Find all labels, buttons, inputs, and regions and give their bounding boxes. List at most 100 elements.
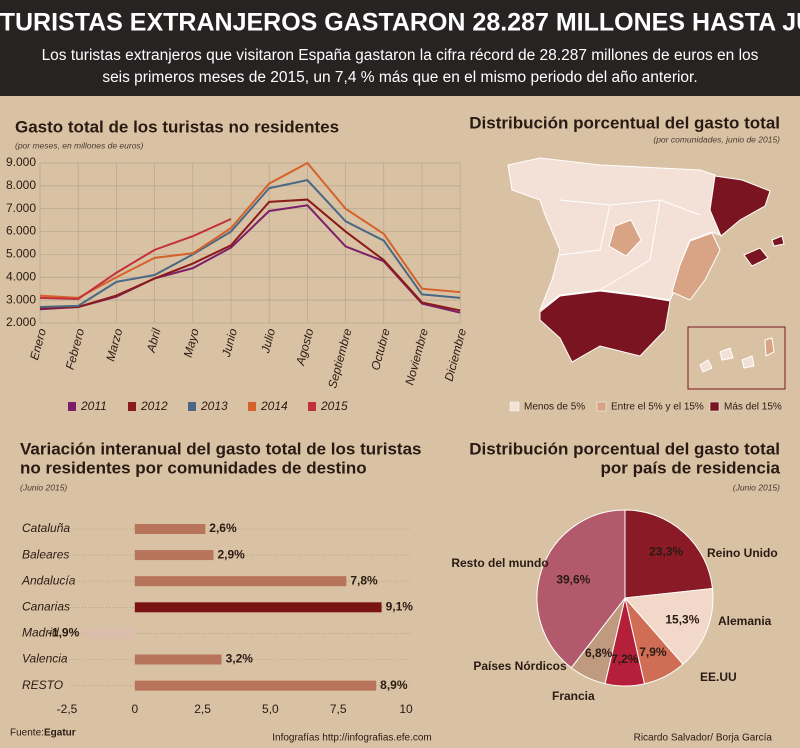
chart-title: Variación interanual del gasto total de … bbox=[20, 439, 422, 458]
title: LOS TURISTAS EXTRANJEROS GASTARON 28.287… bbox=[0, 9, 800, 37]
category-label: Madrid bbox=[22, 626, 59, 640]
slice-label: Resto del mundo bbox=[451, 556, 548, 570]
legend-label: 2015 bbox=[320, 399, 348, 413]
pie-slice bbox=[623, 587, 714, 665]
value-label: 9,1% bbox=[386, 599, 414, 613]
legend-swatch bbox=[188, 402, 196, 411]
region bbox=[709, 175, 771, 237]
category-label: Valencia bbox=[22, 652, 68, 666]
line-series bbox=[39, 161, 461, 299]
chart-title: por país de residencia bbox=[600, 458, 780, 477]
slice-label: Alemania bbox=[718, 614, 772, 628]
pie-slice bbox=[536, 509, 626, 669]
line-series bbox=[39, 218, 232, 301]
y-tick-label: 5.000 bbox=[6, 247, 36, 261]
x-tick-label: 5,0 bbox=[262, 702, 279, 716]
subtitle: seis primeros meses de 2015, un 7,4 % má… bbox=[102, 69, 697, 86]
value-label: 39,6% bbox=[556, 573, 590, 587]
value-label: 6,8% bbox=[585, 646, 613, 660]
legend-swatch bbox=[68, 402, 76, 411]
legend-swatch bbox=[509, 401, 520, 412]
value-label: 7,8% bbox=[350, 573, 378, 587]
chart-title: Gasto total de los turistas no residente… bbox=[15, 117, 339, 136]
category-label: Canarias bbox=[22, 599, 70, 613]
y-tick-label: 6.000 bbox=[6, 224, 36, 238]
border bbox=[559, 204, 611, 256]
region bbox=[539, 290, 671, 363]
x-tick-label: -2,5 bbox=[57, 702, 78, 716]
value-label: 8,9% bbox=[380, 678, 408, 692]
legend-label: 2012 bbox=[140, 399, 168, 413]
chart-subtitle: (Junio 2015) bbox=[733, 482, 780, 492]
value-label: 23,3% bbox=[649, 544, 683, 558]
x-tick-label: 0 bbox=[131, 702, 138, 716]
legend-swatch bbox=[128, 402, 136, 411]
x-tick-label: 10 bbox=[399, 702, 413, 716]
header-band bbox=[0, 0, 800, 96]
pie-slice bbox=[624, 509, 714, 599]
value-label: 7,9% bbox=[639, 645, 667, 659]
x-tick-label: Abril bbox=[144, 327, 164, 355]
region bbox=[719, 347, 734, 361]
legend-swatch bbox=[709, 401, 720, 412]
bar bbox=[134, 654, 222, 665]
map-subtitle: (por comunidades, junio de 2015) bbox=[653, 134, 780, 144]
value-label: -1,9% bbox=[48, 626, 80, 640]
chart-subtitle: (por meses, en millones de euros) bbox=[15, 140, 144, 150]
region bbox=[608, 219, 642, 257]
footer-source: Egatur bbox=[44, 728, 76, 739]
value-label: 2,6% bbox=[209, 521, 237, 535]
chart-title: no residentes por comunidades de destino bbox=[20, 458, 367, 477]
category-label: Andalucía bbox=[21, 573, 76, 587]
legend-label: Menos de 5% bbox=[524, 402, 585, 413]
y-tick-label: 8.000 bbox=[6, 178, 36, 192]
x-tick-label: 2,5 bbox=[194, 702, 211, 716]
footer-source-label: Fuente: bbox=[10, 728, 44, 739]
category-label: Baleares bbox=[22, 547, 69, 561]
legend-label: Entre el 5% y el 15% bbox=[611, 402, 704, 413]
y-tick-label: 3.000 bbox=[6, 292, 36, 306]
border bbox=[559, 199, 701, 216]
bar bbox=[134, 550, 214, 561]
chart-title: Distribución porcentual del gasto total bbox=[469, 439, 780, 458]
line-series bbox=[39, 198, 461, 312]
map bbox=[507, 157, 786, 390]
region bbox=[771, 235, 785, 247]
bar bbox=[83, 628, 135, 639]
line-series bbox=[39, 179, 461, 308]
region bbox=[764, 337, 775, 357]
subtitle: Los turistas extranjeros que visitaron E… bbox=[42, 47, 759, 64]
bar bbox=[134, 680, 377, 691]
legend-swatch bbox=[248, 402, 256, 411]
legend-swatch bbox=[308, 402, 316, 411]
y-tick-label: 7.000 bbox=[6, 201, 36, 215]
chart-subtitle: (Junio 2015) bbox=[20, 482, 67, 492]
legend-swatch bbox=[596, 401, 607, 412]
y-tick-label: 4.000 bbox=[6, 269, 36, 283]
bar bbox=[134, 524, 206, 534]
value-label: 15,3% bbox=[665, 613, 699, 627]
legend-label: 2011 bbox=[80, 399, 107, 413]
footer-authors: Ricardo Salvador/ Borja García bbox=[634, 733, 773, 744]
category-label: RESTO bbox=[22, 678, 63, 692]
legend-label: 2014 bbox=[260, 399, 288, 413]
bar bbox=[134, 602, 382, 613]
bar bbox=[134, 576, 347, 587]
value-label: 3,2% bbox=[226, 652, 254, 666]
category-label: Cataluña bbox=[22, 521, 70, 535]
slice-label: Reino Unido bbox=[707, 546, 778, 560]
legend-label: Más del 15% bbox=[724, 402, 782, 413]
border bbox=[599, 199, 661, 291]
region bbox=[699, 359, 713, 373]
slice-label: Francia bbox=[552, 689, 595, 703]
legend-label: 2013 bbox=[200, 399, 228, 413]
y-tick-label: 9.000 bbox=[6, 155, 36, 169]
value-label: 7,2% bbox=[611, 652, 639, 666]
region bbox=[741, 355, 755, 369]
y-tick-label: 2.000 bbox=[6, 315, 36, 329]
region bbox=[671, 232, 721, 301]
slice-label: EE.UU bbox=[700, 670, 737, 684]
map-title: Distribución porcentual del gasto total bbox=[469, 113, 780, 132]
